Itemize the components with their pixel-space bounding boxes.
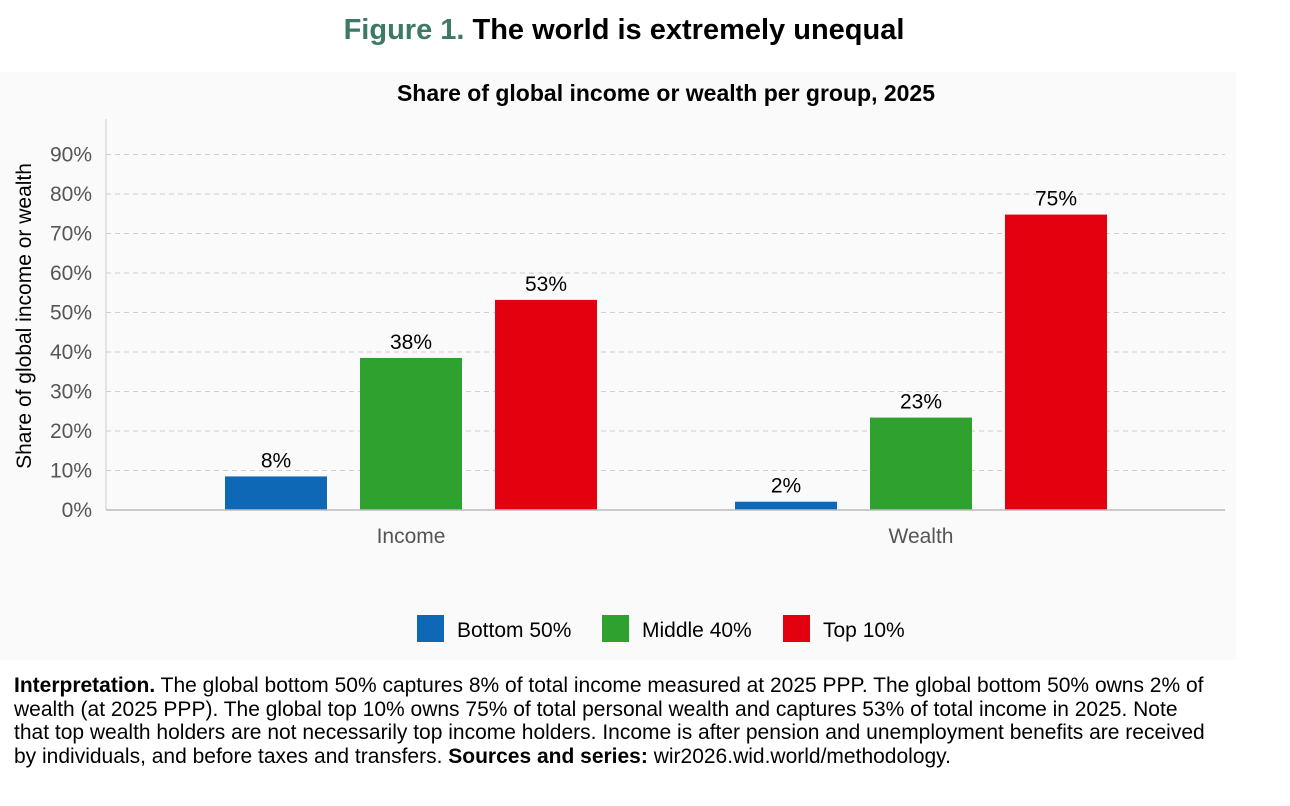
bar-value-label: 53% [525,273,567,296]
legend-label-top-10: Top 10% [823,619,905,642]
bar-wealth-bottom-50 [735,501,837,510]
legend-swatch-middle-40 [602,615,629,642]
bar-labels: 8% 38% 53% 2% 23% 75% [261,188,1077,498]
bar-wealth-middle-40 [870,417,972,510]
bar-income-top-10 [495,299,597,510]
interpretation-text: The global bottom 50% captures 8% of tot… [14,674,1205,768]
y-tick-label: 40% [50,341,92,364]
y-tick-label: 10% [50,460,92,483]
bar-income-bottom-50 [225,476,327,510]
bar-wealth-top-10 [1005,214,1107,511]
bar-income-middle-40 [360,357,462,510]
x-axis-ticks: Income Wealth [377,525,954,548]
legend-swatch-top-10 [783,615,810,642]
legend-swatch-bottom-50 [417,615,444,642]
y-tick-label: 0% [62,499,92,522]
y-tick-label: 30% [50,381,92,404]
y-tick-label: 80% [50,183,92,206]
sources-label: Sources and series: [448,744,648,768]
y-axis-ticks: 0% 10% 20% 30% 40% 50% 60% 70% 80% 90% [50,144,92,522]
gridlines [106,154,1225,472]
sources-text: wir2026.wid.world/methodology. [647,744,951,768]
bar-value-label: 2% [771,475,801,498]
figure-title: The world is extremely unequal [472,14,905,46]
legend-label-bottom-50: Bottom 50% [457,619,571,642]
bars [225,214,1107,511]
y-tick-label: 60% [50,262,92,285]
y-tick-label: 20% [50,420,92,443]
figure-heading: Figure 1. The world is extremely unequal [0,14,1248,47]
y-tick-label: 90% [50,144,92,167]
figure-number: Figure 1. [343,14,465,46]
bar-chart: Share of global income or wealth per gro… [13,80,1225,642]
y-axis-title: Share of global income or wealth [13,163,36,469]
bar-value-label: 8% [261,449,291,472]
bar-value-label: 75% [1035,188,1077,211]
legend: Bottom 50% Middle 40% Top 10% [417,615,905,642]
x-tick-label-income: Income [377,525,446,548]
y-tick-label: 70% [50,223,92,246]
chart-title: Share of global income or wealth per gro… [397,80,935,106]
bar-value-label: 23% [900,391,942,414]
y-tick-label: 50% [50,302,92,325]
legend-label-middle-40: Middle 40% [642,619,752,642]
bar-value-label: 38% [390,331,432,354]
interpretation-note: Interpretation. The global bottom 50% ca… [14,674,1214,768]
interpretation-label: Interpretation. [14,674,156,697]
x-tick-label-wealth: Wealth [889,525,954,548]
